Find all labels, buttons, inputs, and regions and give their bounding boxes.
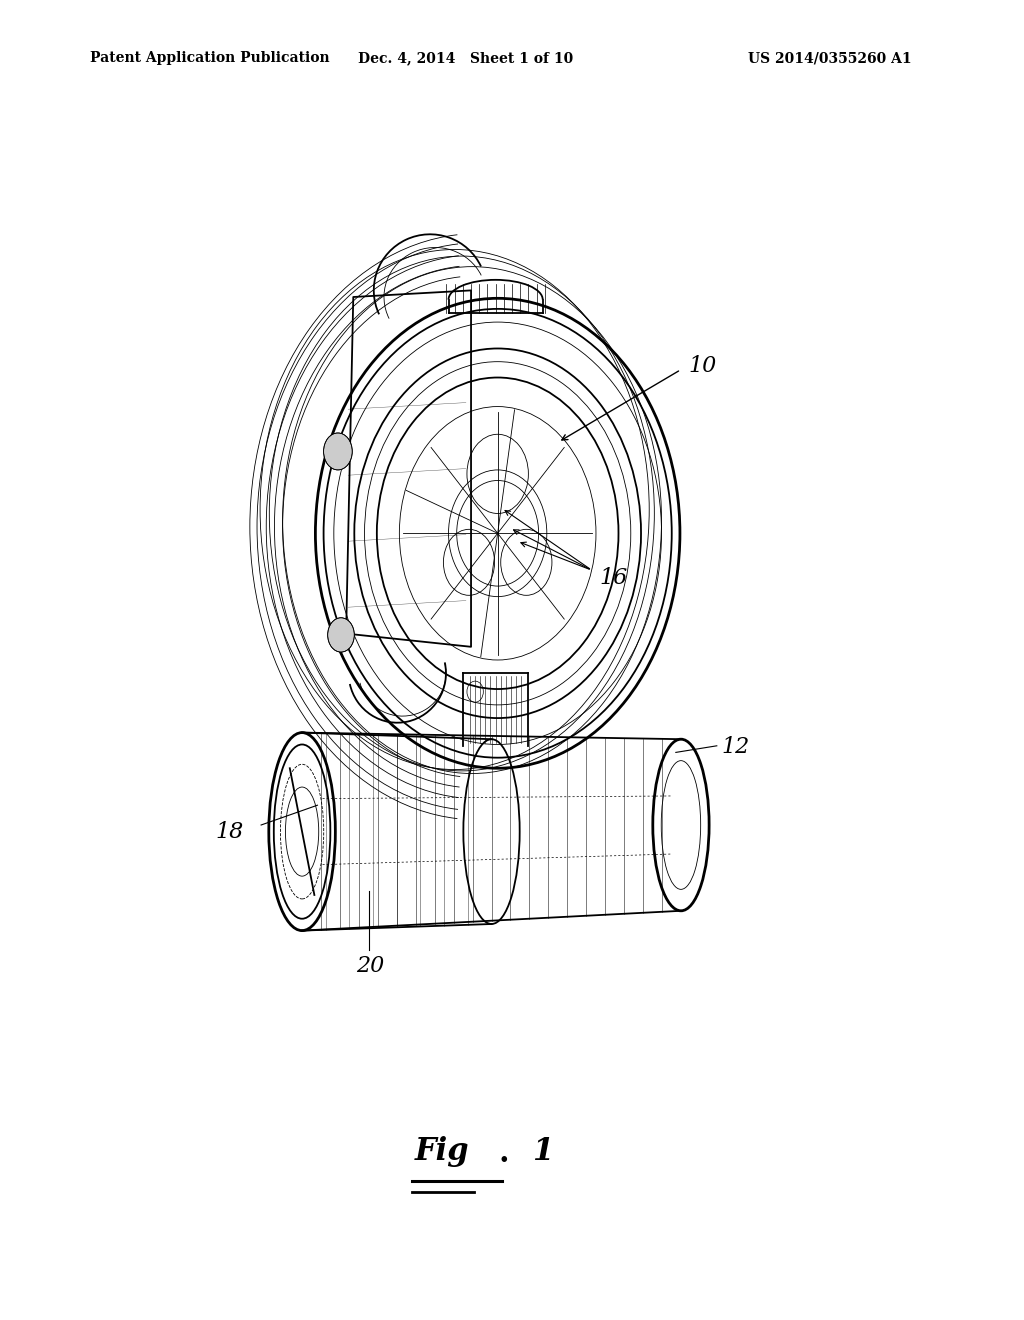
Text: US 2014/0355260 A1: US 2014/0355260 A1 xyxy=(748,51,911,66)
Text: 16: 16 xyxy=(599,568,628,589)
Text: 1: 1 xyxy=(532,1135,554,1167)
Text: 10: 10 xyxy=(688,355,717,376)
Circle shape xyxy=(328,618,354,652)
Circle shape xyxy=(324,433,352,470)
Text: 20: 20 xyxy=(356,956,385,977)
Text: 18: 18 xyxy=(215,821,244,842)
Text: Dec. 4, 2014   Sheet 1 of 10: Dec. 4, 2014 Sheet 1 of 10 xyxy=(358,51,573,66)
Text: 12: 12 xyxy=(722,737,751,758)
Text: Fig: Fig xyxy=(415,1135,469,1167)
Text: Patent Application Publication: Patent Application Publication xyxy=(90,51,330,66)
Text: .: . xyxy=(499,1138,509,1170)
